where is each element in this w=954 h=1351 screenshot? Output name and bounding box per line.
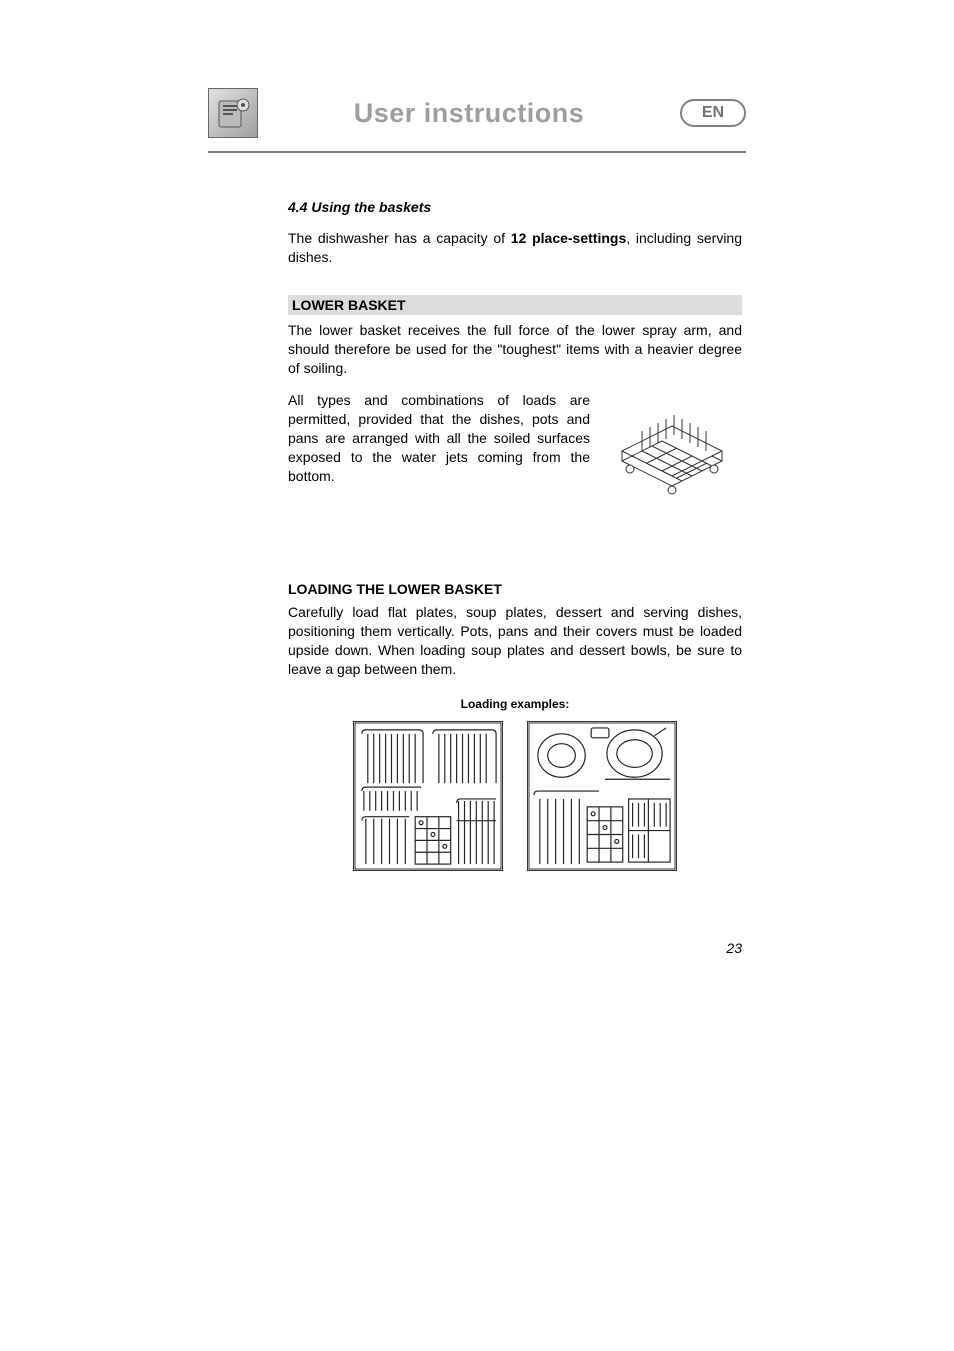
content-area: 4.4 Using the baskets The dishwasher has… <box>288 199 742 871</box>
intro-bold: 12 place-settings <box>511 230 626 246</box>
header-row: User instructions EN <box>0 85 954 141</box>
lower-basket-p1: The lower basket receives the full force… <box>288 321 742 378</box>
loading-example-1-icon <box>353 721 503 871</box>
page-number: 23 <box>726 940 742 956</box>
lower-basket-heading: LOWER BASKET <box>288 295 742 315</box>
examples-row <box>288 721 742 871</box>
loading-heading: LOADING THE LOWER BASKET <box>288 581 742 597</box>
manual-icon <box>208 88 258 138</box>
loading-example-2-icon <box>527 721 677 871</box>
intro-prefix: The dishwasher has a capacity of <box>288 230 511 246</box>
examples-label: Loading examples: <box>288 697 742 711</box>
section-title: 4.4 Using the baskets <box>288 199 742 215</box>
lower-basket-p2: All types and combinations of loads are … <box>288 391 590 485</box>
intro-paragraph: The dishwasher has a capacity of 12 plac… <box>288 229 742 267</box>
page: User instructions EN 4.4 Using the baske… <box>0 0 954 1351</box>
page-title: User instructions <box>354 98 585 129</box>
lower-basket-row: All types and combinations of loads are … <box>288 391 742 501</box>
language-badge: EN <box>680 99 746 127</box>
basket-3d-icon <box>602 391 742 501</box>
loading-p1: Carefully load flat plates, soup plates,… <box>288 603 742 679</box>
header-rule <box>208 151 746 153</box>
